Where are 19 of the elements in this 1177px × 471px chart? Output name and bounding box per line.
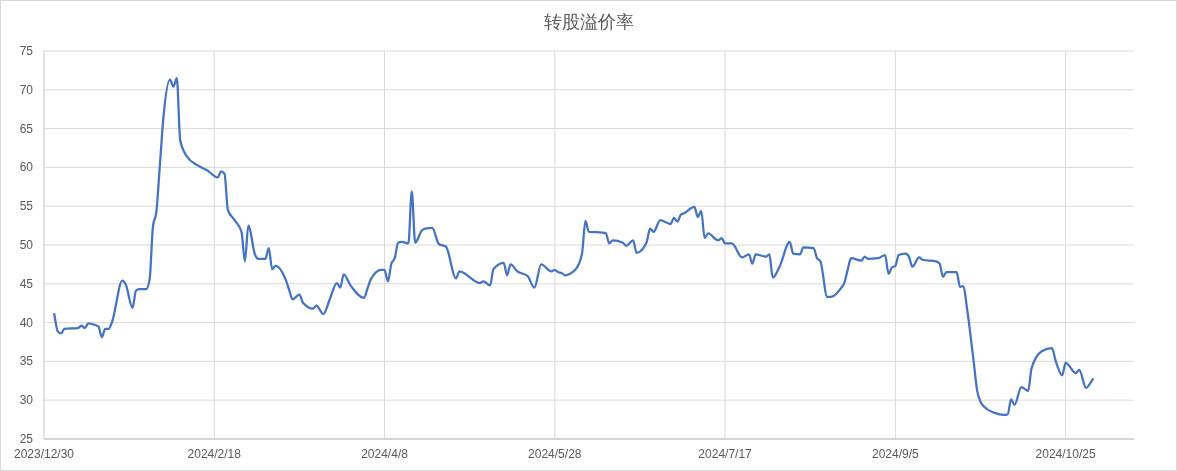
y-tick-label: 45 [19,276,34,291]
x-tick-label: 2023/12/30 [13,447,75,461]
chart-title: 转股溢价率 [543,12,634,32]
x-tick-label: 2024/5/28 [528,447,582,461]
x-tick-label: 2024/4/8 [361,447,409,461]
y-tick-label: 40 [19,315,34,330]
x-tick-label: 2024/10/25 [1035,447,1096,461]
y-tick-label: 65 [19,121,34,136]
y-tick-label: 75 [19,44,34,58]
x-tick-label: 2024/2/18 [187,447,242,461]
y-tick-label: 70 [19,82,34,97]
y-tick-label: 50 [19,238,34,252]
x-tick-label: 2024/7/17 [698,447,753,461]
y-tick-label: 60 [19,160,34,175]
y-tick-label: 25 [19,432,34,446]
y-tick-label: 55 [19,199,34,214]
x-tick-label: 2024/9/5 [871,447,920,461]
y-tick-label: 30 [19,393,34,408]
y-tick-label: 35 [19,354,34,369]
